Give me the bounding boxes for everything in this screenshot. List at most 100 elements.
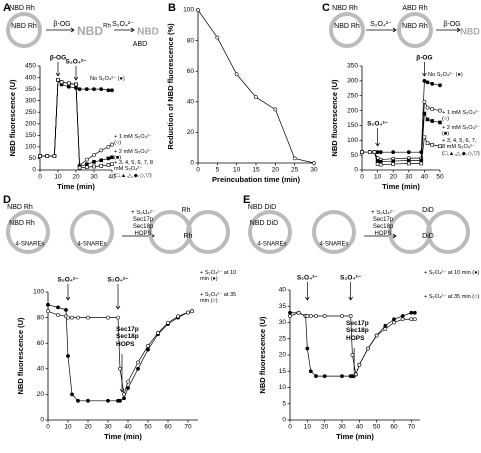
marker [70, 392, 74, 397]
schematic-label: ABD [133, 41, 147, 48]
marker [292, 156, 297, 161]
y-tick-label: 20 [187, 129, 195, 136]
x-tick-label: 50 [436, 174, 444, 181]
marker [215, 35, 220, 40]
y-tick-label: 50 [351, 152, 359, 159]
marker [106, 398, 110, 403]
series-line [197, 9, 315, 164]
schematic-label: Rh [103, 24, 111, 30]
marker [110, 162, 114, 167]
x-tick-label: 15 [252, 167, 260, 174]
schematic-label: NBD DiD [248, 204, 276, 211]
y-axis-label: NBD fluorescence (U) [258, 316, 267, 394]
x-tick-label: 30 [338, 424, 346, 431]
x-tick-label: 20 [321, 424, 329, 431]
arrow-head [456, 27, 461, 33]
marker [305, 314, 310, 318]
marker [378, 150, 383, 155]
panel-letter: A [3, 2, 11, 14]
marker [367, 150, 372, 154]
x-tick-label: 30 [310, 167, 318, 174]
series-label-box: + S₂O₄²⁻ at 35 min (○) [424, 294, 479, 300]
x-axis-label: Time (min) [336, 432, 374, 441]
marker [92, 87, 96, 92]
vesicle [248, 210, 292, 254]
vesicle [186, 210, 230, 254]
series-label-box: + S₂O₄²⁻ at 35 min (○) [200, 292, 237, 305]
marker [99, 87, 104, 92]
y-tick-label: 350 [25, 86, 36, 93]
x-tick-label: 60 [390, 424, 398, 431]
marker [273, 107, 278, 112]
schematic-label: 4-SNAREs [77, 242, 106, 248]
panel-letter: E [243, 194, 250, 206]
marker [374, 333, 379, 338]
marker [166, 320, 170, 325]
panel-letter: B [168, 2, 176, 14]
marker [76, 315, 80, 320]
schematic-label: Rh [182, 207, 191, 214]
marker [86, 398, 90, 403]
arrow-head [392, 233, 397, 239]
series-label-box: + S₂O₄²⁻ at 10 min (●) [424, 270, 479, 276]
marker [314, 314, 318, 318]
y-axis-label: NBD fluorescence (U) [8, 79, 17, 157]
series-label: + 1 mM S₂O₄²⁻ (○) [442, 110, 480, 123]
schematic-label: NBD [137, 27, 159, 38]
x-tick-label: 5 [216, 167, 220, 174]
marker [186, 310, 190, 315]
x-tick-label: 0 [288, 424, 292, 431]
series-label: + S₂O₄²⁻ at 35 min (○) [200, 292, 237, 305]
x-tick-label: 20 [272, 167, 280, 174]
y-tick-label: 0 [354, 167, 358, 174]
marker [412, 310, 417, 315]
marker [106, 315, 110, 320]
y-tick-label: 0 [190, 160, 194, 167]
schematic-label: β-OG [443, 21, 460, 28]
y-tick-label: 40 [37, 366, 45, 373]
series-label-box: + 2 mM S₂O₄²⁻ (■) [442, 125, 480, 137]
schematic-label: S₂O₄²⁻ [370, 21, 392, 28]
marker [77, 165, 82, 170]
y-tick-label: 250 [347, 92, 358, 99]
x-tick-label: 0 [196, 167, 200, 174]
schematic-label: + S₂O₄²⁻ Sec17p Sec18p HOPS [371, 210, 395, 237]
y-tick-label: 350 [347, 63, 358, 70]
annotation-box: Sec17p Sec18p HOPS [116, 326, 139, 348]
x-tick-label: 40 [124, 424, 132, 431]
marker [357, 362, 362, 367]
x-axis-label: Time (min) [57, 182, 95, 191]
marker [392, 320, 396, 325]
marker [375, 162, 380, 166]
marker [66, 315, 70, 320]
arrow-head [392, 27, 397, 33]
marker [234, 72, 239, 77]
marker [116, 315, 120, 320]
y-tick-label: 150 [347, 122, 358, 129]
arrow-head [115, 305, 121, 310]
y-tick-label: 0 [282, 417, 286, 424]
marker [110, 88, 114, 93]
annotation: Sec17p Sec18p HOPS [116, 326, 139, 348]
y-tick-label: 400 [25, 74, 36, 81]
marker [409, 310, 414, 315]
x-tick-label: 10 [64, 424, 72, 431]
y-tick-label: 60 [37, 340, 45, 347]
marker [392, 317, 396, 322]
marker [422, 99, 427, 104]
marker [76, 398, 80, 403]
schematic-label: + S₂O₄²⁻ Sec17p Sec18p HOPS [131, 210, 155, 237]
marker [176, 314, 180, 319]
schematic-label: DiD [422, 207, 434, 214]
marker [106, 156, 111, 161]
marker [391, 159, 396, 163]
y-tick-label: 300 [25, 97, 36, 104]
marker [422, 135, 427, 140]
x-tick-label: 10 [54, 174, 62, 181]
marker [146, 343, 150, 348]
marker [322, 374, 327, 379]
y-tick-label: 100 [347, 137, 358, 144]
marker [425, 80, 430, 85]
marker [86, 315, 90, 320]
x-tick-label: 10 [233, 167, 241, 174]
